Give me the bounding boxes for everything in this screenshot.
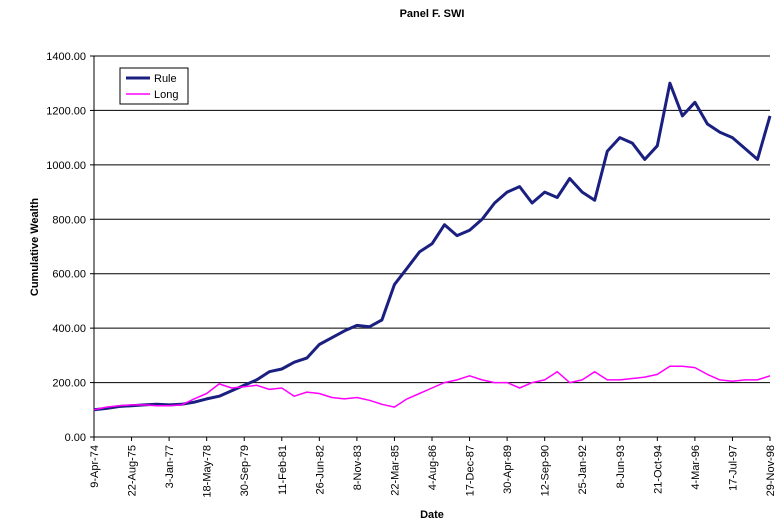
x-tick-label: 21-Oct-94 <box>652 445 664 494</box>
legend-label: Rule <box>154 73 177 85</box>
x-tick-label: 17-Jul-97 <box>727 445 739 491</box>
x-tick-label: 22-Aug-75 <box>127 445 139 496</box>
x-tick-label: 11-Feb-81 <box>277 445 289 495</box>
x-tick-label: 30-Apr-89 <box>502 445 514 494</box>
y-tick-label: 1400.00 <box>46 51 86 63</box>
x-tick-label: 4-Aug-86 <box>427 445 439 490</box>
legend-box <box>119 67 189 105</box>
y-tick-label: 400.00 <box>52 323 86 335</box>
x-tick-label: 3-Jan-77 <box>164 445 176 488</box>
x-tick-label: 29-Nov-98 <box>765 445 777 496</box>
y-tick-label: 200.00 <box>52 378 86 390</box>
series-line <box>93 81 772 412</box>
y-tick-label: 800.00 <box>52 214 86 226</box>
x-tick-label: 4-Mar-96 <box>690 445 702 490</box>
y-tick-label: 1000.00 <box>46 160 86 172</box>
x-tick-label: 8-Jun-93 <box>615 445 627 488</box>
legend-label: Long <box>154 89 178 101</box>
y-tick-label: 1200.00 <box>46 105 86 117</box>
x-tick-label: 9-Apr-74 <box>89 445 101 488</box>
x-tick-label: 26-Jun-82 <box>314 445 326 495</box>
x-tick-label: 22-Mar-85 <box>389 445 401 496</box>
x-tick-label: 17-Dec-87 <box>465 445 477 496</box>
x-tick-label: 8-Nov-83 <box>352 445 364 490</box>
series-line <box>93 365 771 411</box>
y-tick-label: 0.00 <box>65 432 86 444</box>
x-axis-label: Date <box>420 509 444 521</box>
x-tick-label: 18-May-78 <box>202 445 214 498</box>
x-tick-label: 12-Sep-90 <box>540 445 552 496</box>
y-axis-label: Cumulative Wealth <box>29 198 41 296</box>
x-tick-label: 25-Jan-92 <box>577 445 589 495</box>
y-tick-label: 600.00 <box>52 269 86 281</box>
x-tick-label: 30-Sep-79 <box>239 445 251 496</box>
chart-title: Panel F. SWI <box>400 8 465 20</box>
